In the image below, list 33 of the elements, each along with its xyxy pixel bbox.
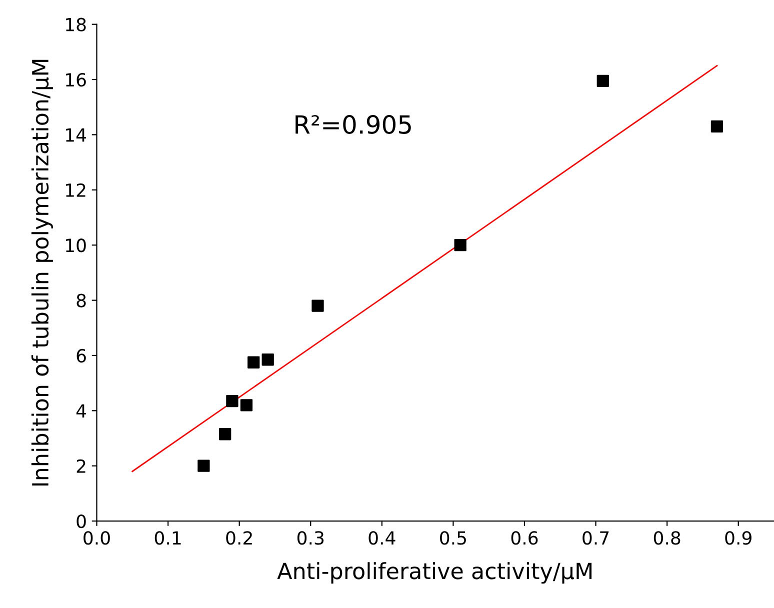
y-axis-title: Inhibition of tubulin polymerization/μM xyxy=(31,60,53,486)
point xyxy=(312,300,324,312)
x-tick-label: 0.5 xyxy=(440,531,466,545)
point xyxy=(198,460,210,472)
x-axis-title: Anti-proliferative activity/μM xyxy=(277,562,592,584)
y-tick-label: 14 xyxy=(66,128,86,142)
y-tick-label: 4 xyxy=(76,404,86,418)
point xyxy=(262,354,274,366)
point xyxy=(248,356,260,368)
y-tick-label: 12 xyxy=(66,183,86,197)
x-tick-label: 0.4 xyxy=(368,531,396,545)
y-tick-label: 16 xyxy=(66,72,86,87)
point xyxy=(218,428,232,440)
y-tick-label: 0 xyxy=(76,514,86,528)
x-tick-label: 0.7 xyxy=(582,531,609,545)
point xyxy=(454,239,466,252)
y-tick-label: 6 xyxy=(76,348,86,363)
x-tick-label: 0.0 xyxy=(84,531,110,545)
x-tick-label: 0.8 xyxy=(654,531,680,545)
x-tick-label: 0.1 xyxy=(154,531,181,545)
x-tick-label: 0.9 xyxy=(725,531,752,545)
y-tick-label: 18 xyxy=(66,18,86,32)
y-tick-label: 8 xyxy=(76,294,86,308)
y-tick-label: 10 xyxy=(66,238,86,252)
point xyxy=(710,120,724,132)
x-tick-label: 0.6 xyxy=(511,531,538,545)
x-tick-label: 0.3 xyxy=(297,531,324,545)
point xyxy=(226,394,238,408)
y-tick-label: 2 xyxy=(76,459,86,473)
x-tick-label: 0.2 xyxy=(226,531,252,545)
annotation: R²=0.905 xyxy=(296,115,411,134)
point xyxy=(240,399,253,412)
point xyxy=(596,74,609,87)
